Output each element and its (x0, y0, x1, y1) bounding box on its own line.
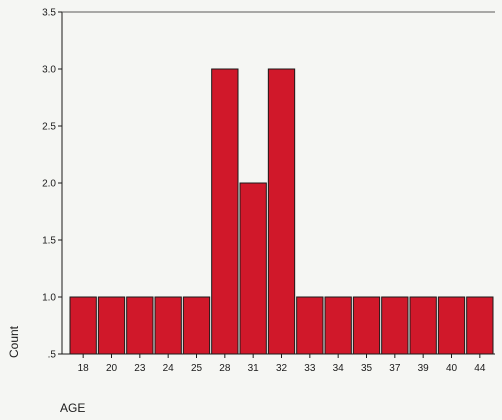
x-tick-label: 40 (446, 363, 458, 374)
x-tick-label: 24 (163, 363, 175, 374)
y-tick-label: 1.5 (42, 236, 56, 247)
bar (437, 296, 466, 355)
x-tick-label: 34 (333, 363, 345, 374)
y-axis-title: Count (7, 325, 21, 358)
x-tick-label: 35 (361, 363, 373, 374)
bar (182, 296, 211, 355)
y-tick-label: .5 (48, 350, 57, 361)
bar (97, 296, 126, 355)
y-tick-label: 3.5 (42, 8, 56, 19)
bar (239, 182, 267, 355)
bar (69, 296, 97, 355)
bar (324, 296, 352, 355)
bar (381, 296, 409, 355)
x-tick-label: 20 (106, 363, 118, 374)
y-tick-label: 2.0 (42, 179, 56, 190)
bar (409, 296, 437, 355)
bar (296, 296, 324, 355)
x-tick-label: 39 (418, 363, 430, 374)
x-axis-title: AGE (60, 401, 85, 415)
x-tick-label: 25 (191, 363, 203, 374)
y-tick-label: 3.0 (42, 65, 56, 76)
bar (267, 68, 296, 355)
y-tick-label: 2.5 (42, 122, 56, 133)
bar (211, 68, 239, 355)
x-tick-label: 23 (134, 363, 146, 374)
bar (466, 296, 494, 355)
x-tick-label: 33 (304, 363, 316, 374)
bars (69, 68, 494, 355)
x-tick-label: 18 (78, 363, 90, 374)
y-axis: .5 1.0 1.5 2.0 2.5 3.0 3.5 (42, 8, 495, 361)
y-tick-label: 1.0 (42, 293, 56, 304)
x-tick-label: 37 (389, 363, 401, 374)
x-axis: 18 20 23 24 25 28 31 32 33 34 35 37 39 40 44 (62, 353, 495, 374)
x-tick-label: 28 (219, 363, 231, 374)
x-tick-label: 31 (248, 363, 260, 374)
x-tick-label: 44 (474, 363, 486, 374)
x-tick-label: 32 (276, 363, 288, 374)
bar (154, 296, 182, 355)
bar (126, 296, 154, 355)
bar (352, 296, 381, 355)
